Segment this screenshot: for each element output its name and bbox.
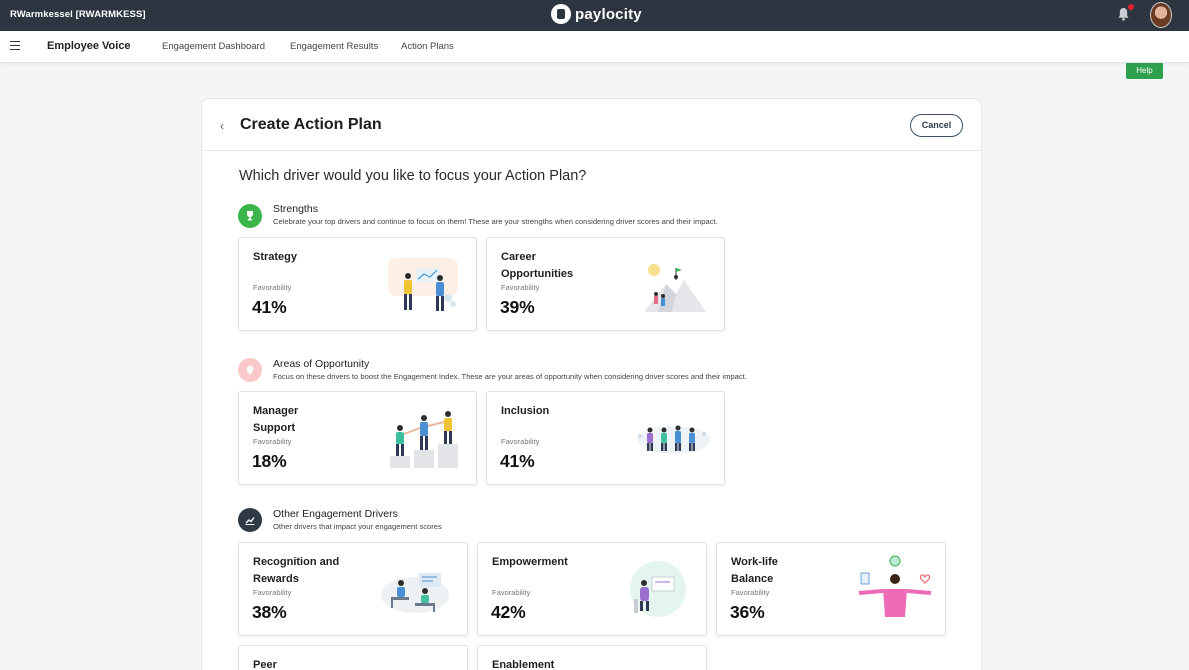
card-title: Recognition and Rewards xyxy=(253,556,340,585)
manager-support-illustration xyxy=(390,411,458,468)
strengths-description: Celebrate your top drivers and continue … xyxy=(273,217,718,226)
driver-card-manager-support[interactable]: Manager Support Favorability 18% xyxy=(238,391,477,485)
bell-icon[interactable] xyxy=(1117,7,1130,21)
strengths-title: Strengths xyxy=(273,203,318,215)
favorability-value: 39% xyxy=(500,297,535,317)
driver-card-inclusion[interactable]: Inclusion Favorability 41% xyxy=(486,391,725,485)
recognition-illustration xyxy=(381,573,449,613)
paylocity-logo-icon xyxy=(551,4,571,24)
driver-card-peer[interactable]: Peer xyxy=(238,645,468,670)
card-title: Strategy xyxy=(253,251,298,263)
driver-question: Which driver would you like to focus you… xyxy=(239,168,587,184)
notification-badge xyxy=(1128,4,1134,10)
favorability-label: Favorability xyxy=(501,283,540,292)
panel-header: ‹ Create Action Plan Cancel xyxy=(202,99,981,151)
lightbulb-icon xyxy=(238,358,262,382)
favorability-label: Favorability xyxy=(501,437,540,446)
card-title: Career Opportunities xyxy=(501,251,574,280)
driver-card-strategy[interactable]: Strategy Favorability 41% xyxy=(238,237,477,331)
favorability-label: Favorability xyxy=(253,283,292,292)
driver-card-career-opportunities[interactable]: Career Opportunities Favorability 39% xyxy=(486,237,725,331)
back-chevron-icon[interactable]: ‹ xyxy=(220,119,224,133)
other-drivers-description: Other drivers that impact your engagemen… xyxy=(273,522,442,531)
driver-card-enablement[interactable]: Enablement xyxy=(477,645,707,670)
driver-card-work-life-balance[interactable]: Work-life Balance Favorability 36% xyxy=(716,542,946,636)
card-title: Inclusion xyxy=(501,405,550,417)
work-life-balance-illustration xyxy=(858,555,932,617)
driver-card-empowerment[interactable]: Empowerment Favorability 42% xyxy=(477,542,707,636)
nav-action-plans[interactable]: Action Plans xyxy=(401,41,454,52)
opportunity-title: Areas of Opportunity xyxy=(273,358,370,370)
favorability-label: Favorability xyxy=(731,588,770,597)
nav-engagement-dashboard[interactable]: Engagement Dashboard xyxy=(162,41,265,52)
inclusion-illustration xyxy=(638,425,710,454)
career-illustration xyxy=(644,264,706,312)
sub-navigation: Employee Voice Engagement Dashboard Enga… xyxy=(0,31,1189,63)
card-title: Manager Support xyxy=(253,405,299,434)
favorability-label: Favorability xyxy=(492,588,531,597)
card-title: Work-life Balance xyxy=(731,556,778,585)
current-user-label: RWarmkessel [RWARMKESS] xyxy=(10,9,146,20)
create-action-plan-panel: ‹ Create Action Plan Cancel Which driver… xyxy=(201,98,982,670)
cancel-button[interactable]: Cancel xyxy=(910,114,963,137)
empowerment-illustration xyxy=(630,561,686,617)
opportunity-description: Focus on these drivers to boost the Enga… xyxy=(273,372,747,381)
favorability-value: 38% xyxy=(252,602,287,622)
favorability-label: Favorability xyxy=(253,437,292,446)
favorability-value: 41% xyxy=(252,297,287,317)
strategy-illustration xyxy=(388,258,458,311)
logo-text: paylocity xyxy=(575,5,642,23)
favorability-label: Favorability xyxy=(253,588,292,597)
nav-engagement-results[interactable]: Engagement Results xyxy=(290,41,379,52)
paylocity-logo[interactable]: paylocity xyxy=(551,4,642,24)
enablement-illustration xyxy=(618,658,694,670)
hamburger-menu-icon[interactable] xyxy=(10,41,20,51)
page-title: Create Action Plan xyxy=(240,116,382,133)
other-drivers-title: Other Engagement Drivers xyxy=(273,508,398,520)
help-button[interactable]: Help xyxy=(1126,63,1163,79)
favorability-value: 36% xyxy=(730,602,765,622)
card-title: Empowerment xyxy=(492,556,568,568)
card-title: Enablement xyxy=(492,659,555,670)
trend-chart-icon xyxy=(238,508,262,532)
trophy-icon xyxy=(238,204,262,228)
top-bar: RWarmkessel [RWARMKESS] paylocity xyxy=(0,0,1189,31)
app-title: Employee Voice xyxy=(47,40,131,52)
favorability-value: 18% xyxy=(252,451,287,471)
card-title: Peer xyxy=(253,659,277,670)
peer-illustration xyxy=(379,658,455,670)
favorability-value: 42% xyxy=(491,602,526,622)
favorability-value: 41% xyxy=(500,451,535,471)
driver-card-recognition-and-rewards[interactable]: Recognition and Rewards Favorability 38% xyxy=(238,542,468,636)
user-avatar[interactable] xyxy=(1150,2,1172,28)
